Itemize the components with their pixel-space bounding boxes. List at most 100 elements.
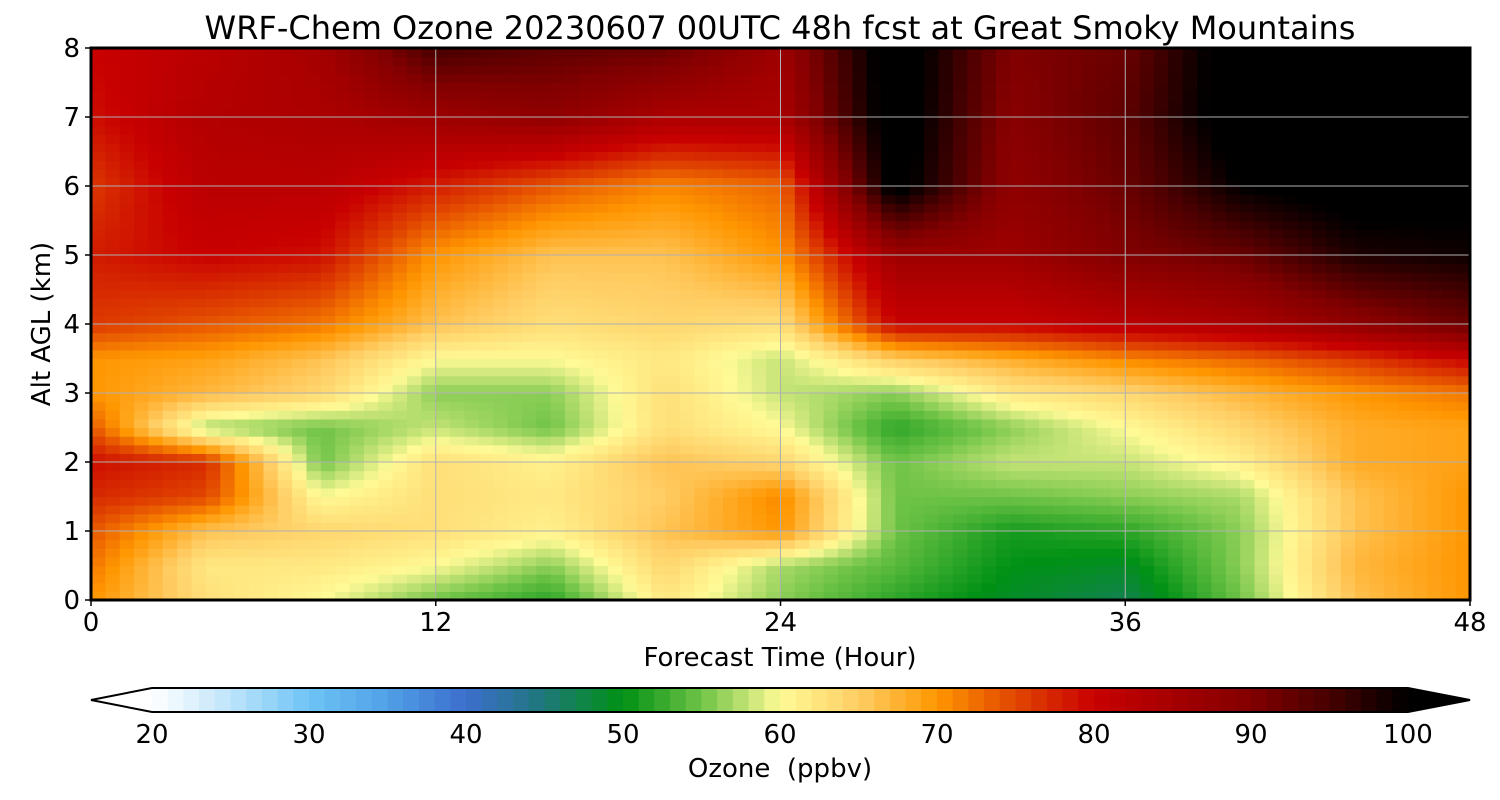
heatmap-cell	[378, 255, 394, 265]
heatmap-cell	[191, 548, 207, 558]
heatmap-cell	[292, 479, 308, 489]
heatmap-cell	[579, 341, 595, 351]
heatmap-cell	[407, 151, 422, 161]
heatmap-cell	[464, 211, 480, 222]
heatmap-cell	[1053, 349, 1069, 360]
heatmap-cell	[1082, 591, 1098, 601]
heatmap-cell	[837, 341, 853, 351]
heatmap-cell	[1197, 582, 1213, 592]
heatmap-cell	[622, 444, 638, 454]
heatmap-cell	[622, 220, 638, 230]
heatmap-cell	[593, 341, 609, 351]
heatmap-cell	[909, 82, 925, 92]
heatmap-cell	[651, 487, 667, 498]
heatmap-cell	[837, 255, 853, 265]
heatmap-cell	[981, 367, 997, 377]
heatmap-cell	[1082, 358, 1098, 368]
heatmap-cell	[349, 289, 365, 299]
heatmap-cell	[1197, 289, 1213, 299]
heatmap-cell	[1053, 582, 1069, 592]
heatmap-cell	[823, 531, 839, 541]
heatmap-cell	[292, 229, 308, 239]
heatmap-cell	[1096, 513, 1112, 523]
heatmap-cell	[579, 263, 595, 273]
heatmap-cell	[1024, 556, 1040, 567]
heatmap-cell	[952, 479, 968, 489]
heatmap-cell	[177, 306, 193, 316]
heatmap-cell	[995, 125, 1011, 135]
heatmap-cell	[1182, 280, 1198, 291]
heatmap-cell	[320, 255, 336, 265]
heatmap-cell	[550, 91, 566, 101]
heatmap-cell	[148, 108, 164, 118]
heatmap-cell	[723, 82, 738, 92]
heatmap-cell	[723, 125, 738, 135]
heatmap-cell	[608, 539, 624, 549]
heatmap-cell	[536, 384, 552, 394]
heatmap-cell	[608, 99, 624, 109]
heatmap-cell	[1067, 160, 1083, 170]
heatmap-cell	[1110, 324, 1126, 334]
heatmap-cell	[938, 358, 954, 368]
heatmap-cell	[421, 367, 437, 377]
heatmap-cell	[392, 134, 408, 144]
heatmap-cell	[694, 237, 710, 247]
heatmap-cell	[866, 211, 882, 222]
heatmap-cell	[1125, 470, 1141, 480]
heatmap-cell	[1039, 194, 1055, 204]
heatmap-cell	[478, 384, 494, 394]
heatmap-cell	[852, 263, 868, 273]
heatmap-cell	[392, 125, 408, 135]
heatmap-cell	[651, 453, 667, 463]
heatmap-cell	[751, 91, 767, 101]
heatmap-cell	[723, 306, 738, 316]
heatmap-cell	[651, 237, 667, 247]
heatmap-cell	[751, 117, 767, 127]
heatmap-cell	[837, 522, 853, 532]
heatmap-cell	[421, 444, 437, 454]
heatmap-cell	[852, 427, 868, 437]
heatmap-cell	[1096, 82, 1112, 92]
heatmap-cell	[421, 91, 437, 101]
heatmap-cell	[521, 134, 537, 144]
heatmap-cell	[967, 289, 983, 299]
heatmap-cell	[751, 160, 767, 170]
heatmap-cell	[148, 134, 164, 144]
heatmap-cell	[550, 237, 566, 247]
heatmap-cell	[938, 427, 954, 437]
heatmap-cell	[895, 375, 911, 385]
heatmap-cell	[550, 444, 566, 454]
heatmap-cell	[1067, 246, 1083, 256]
heatmap-cell	[565, 91, 580, 101]
heatmap-cell	[177, 117, 193, 127]
heatmap-cell	[823, 375, 839, 385]
heatmap-cell	[378, 246, 394, 256]
heatmap-cell	[205, 487, 221, 498]
heatmap-cell	[981, 375, 997, 385]
heatmap-cell	[924, 574, 940, 584]
heatmap-cell	[608, 574, 624, 584]
heatmap-cell	[881, 375, 897, 385]
heatmap-cell	[335, 341, 351, 351]
heatmap-cell	[608, 418, 624, 429]
heatmap-cell	[995, 298, 1011, 308]
heatmap-cell	[837, 324, 853, 334]
heatmap-cell	[938, 48, 954, 58]
heatmap-cell	[981, 306, 997, 316]
heatmap-cell	[593, 393, 609, 403]
heatmap-cell	[1082, 582, 1098, 592]
heatmap-cell	[507, 375, 523, 385]
heatmap-cell	[407, 298, 422, 308]
heatmap-cell	[636, 349, 652, 360]
heatmap-cell	[737, 470, 753, 480]
heatmap-cell	[794, 418, 810, 429]
heatmap-cell	[780, 151, 796, 161]
heatmap-cell	[292, 151, 308, 161]
heatmap-cell	[91, 548, 106, 558]
heatmap-cell	[378, 556, 394, 567]
heatmap-cell	[766, 531, 782, 541]
heatmap-cell	[521, 65, 537, 75]
heatmap-cell	[105, 315, 121, 325]
heatmap-cell	[1082, 220, 1098, 230]
heatmap-cell	[694, 229, 710, 239]
